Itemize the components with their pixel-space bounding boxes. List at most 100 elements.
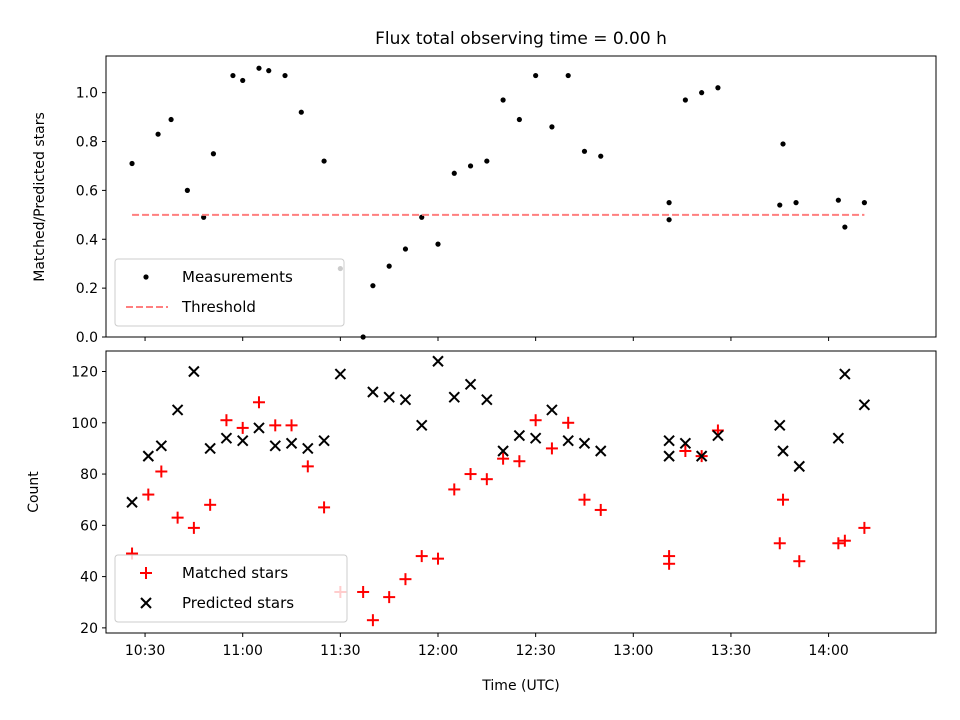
predicted-star-point	[432, 355, 444, 367]
measurement-point	[861, 200, 867, 206]
matched-star-point	[415, 550, 428, 563]
predicted-star-point	[774, 419, 786, 432]
x-b	[497, 445, 509, 457]
bottom-y-axis-label: Count	[26, 471, 42, 513]
bottom-y-tick-label: 120	[71, 365, 98, 381]
predicted-star-point	[663, 450, 675, 462]
x-b	[712, 429, 724, 442]
top-y-tick-label: 0.2	[76, 281, 98, 297]
measurement-point	[370, 283, 376, 289]
bottom-x-tick-label: 13:30	[711, 643, 751, 659]
measurement-point	[467, 163, 474, 169]
predicted-star-point	[269, 440, 281, 452]
predicted-star-point	[695, 450, 708, 462]
predicted-star-point	[464, 378, 477, 391]
measurement-point	[266, 68, 272, 74]
predicted-star-point	[399, 394, 412, 406]
top-panel: 0.0 0.2 0.4 0.6 0.8 1.0 Matched/Predicted sta…	[32, 55, 937, 346]
x-b	[126, 496, 138, 508]
matched-star-point	[357, 585, 370, 598]
predicted-star-point	[236, 435, 249, 447]
legend-matched-stars-marker	[140, 567, 152, 579]
measurement-point	[321, 158, 327, 164]
predicted-star-point	[416, 419, 428, 432]
predicted-star-point	[318, 435, 330, 447]
matched-star-point	[545, 442, 558, 455]
measurement-point	[581, 148, 588, 154]
measurement-point	[500, 97, 506, 103]
predicted-star-point	[513, 429, 526, 442]
measurement-point	[549, 124, 555, 130]
x-b	[367, 386, 379, 398]
x-b	[529, 432, 542, 444]
bottom-x-tick-label: 13:00	[613, 643, 653, 659]
x-b	[171, 404, 184, 416]
predicted-star-point	[302, 442, 314, 455]
measurement-point	[777, 202, 783, 208]
predicted-star-point	[285, 437, 298, 449]
predicted-star-point	[367, 386, 379, 398]
measurement-point	[240, 77, 246, 84]
measurement-point	[168, 116, 174, 123]
predicted-star-point	[562, 435, 574, 447]
bottom-series-matched-stars	[126, 396, 871, 627]
measurement-point	[210, 151, 217, 157]
x-b	[513, 429, 526, 442]
legend-predicted-stars-label: Predicted stars	[182, 594, 294, 612]
top-y-tick-label: 0.8	[76, 135, 98, 151]
bottom-x-tick-label: 11:30	[320, 643, 360, 659]
matched-star-point	[562, 416, 575, 429]
x-b	[399, 394, 412, 406]
x-b	[464, 378, 477, 391]
predicted-star-point	[663, 435, 675, 447]
matched-star-point	[301, 460, 314, 473]
matched-star-point	[171, 511, 184, 524]
matched-star-point	[252, 396, 265, 409]
predicted-star-point	[793, 460, 806, 473]
x-b	[432, 355, 444, 367]
x-b	[448, 391, 460, 403]
matched-star-point	[594, 503, 607, 516]
x-b	[253, 422, 265, 434]
predicted-star-point	[839, 368, 851, 380]
measurement-point	[565, 72, 571, 79]
bottom-series-predicted-stars	[126, 355, 871, 508]
measurement-point	[533, 72, 539, 79]
top-y-axis-label: Matched/Predicted stars	[32, 112, 48, 282]
matched-star-point	[269, 419, 282, 432]
x-b	[858, 399, 871, 411]
matched-star-point	[773, 537, 786, 550]
x-b	[481, 394, 493, 406]
legend-threshold-label: Threshold	[181, 298, 256, 316]
measurement-point	[682, 97, 688, 103]
top-y-tick-label: 0.0	[76, 330, 98, 346]
top-x-ticks	[144, 337, 830, 341]
x-b	[285, 437, 298, 449]
measurement-point	[666, 200, 672, 206]
measurement-point	[484, 158, 490, 164]
x-b	[595, 445, 607, 457]
measurement-point	[386, 263, 392, 269]
x-b	[155, 440, 168, 452]
matched-star-point	[578, 493, 591, 506]
x-b	[793, 460, 806, 473]
x-b	[220, 432, 233, 444]
predicted-star-point	[497, 445, 509, 457]
measurement-point	[201, 214, 207, 220]
x-b	[302, 442, 314, 455]
x-b	[334, 368, 347, 380]
matched-star-point	[480, 473, 493, 486]
x-b	[416, 419, 428, 432]
matched-star-point	[777, 493, 790, 506]
top-y-tick-label: 0.6	[76, 183, 98, 199]
legend-measurements-label: Measurements	[182, 268, 293, 286]
top-y-ticks: 0.0 0.2 0.4 0.6 0.8 1.0	[76, 86, 106, 346]
x-b	[679, 437, 692, 449]
bottom-legend: Matched stars Predicted stars	[114, 554, 348, 623]
legend-measurements-marker	[143, 274, 149, 280]
x-b	[777, 445, 789, 457]
matched-star-point	[220, 414, 233, 427]
matched-star-point	[497, 452, 510, 465]
matched-star-point	[838, 534, 851, 547]
